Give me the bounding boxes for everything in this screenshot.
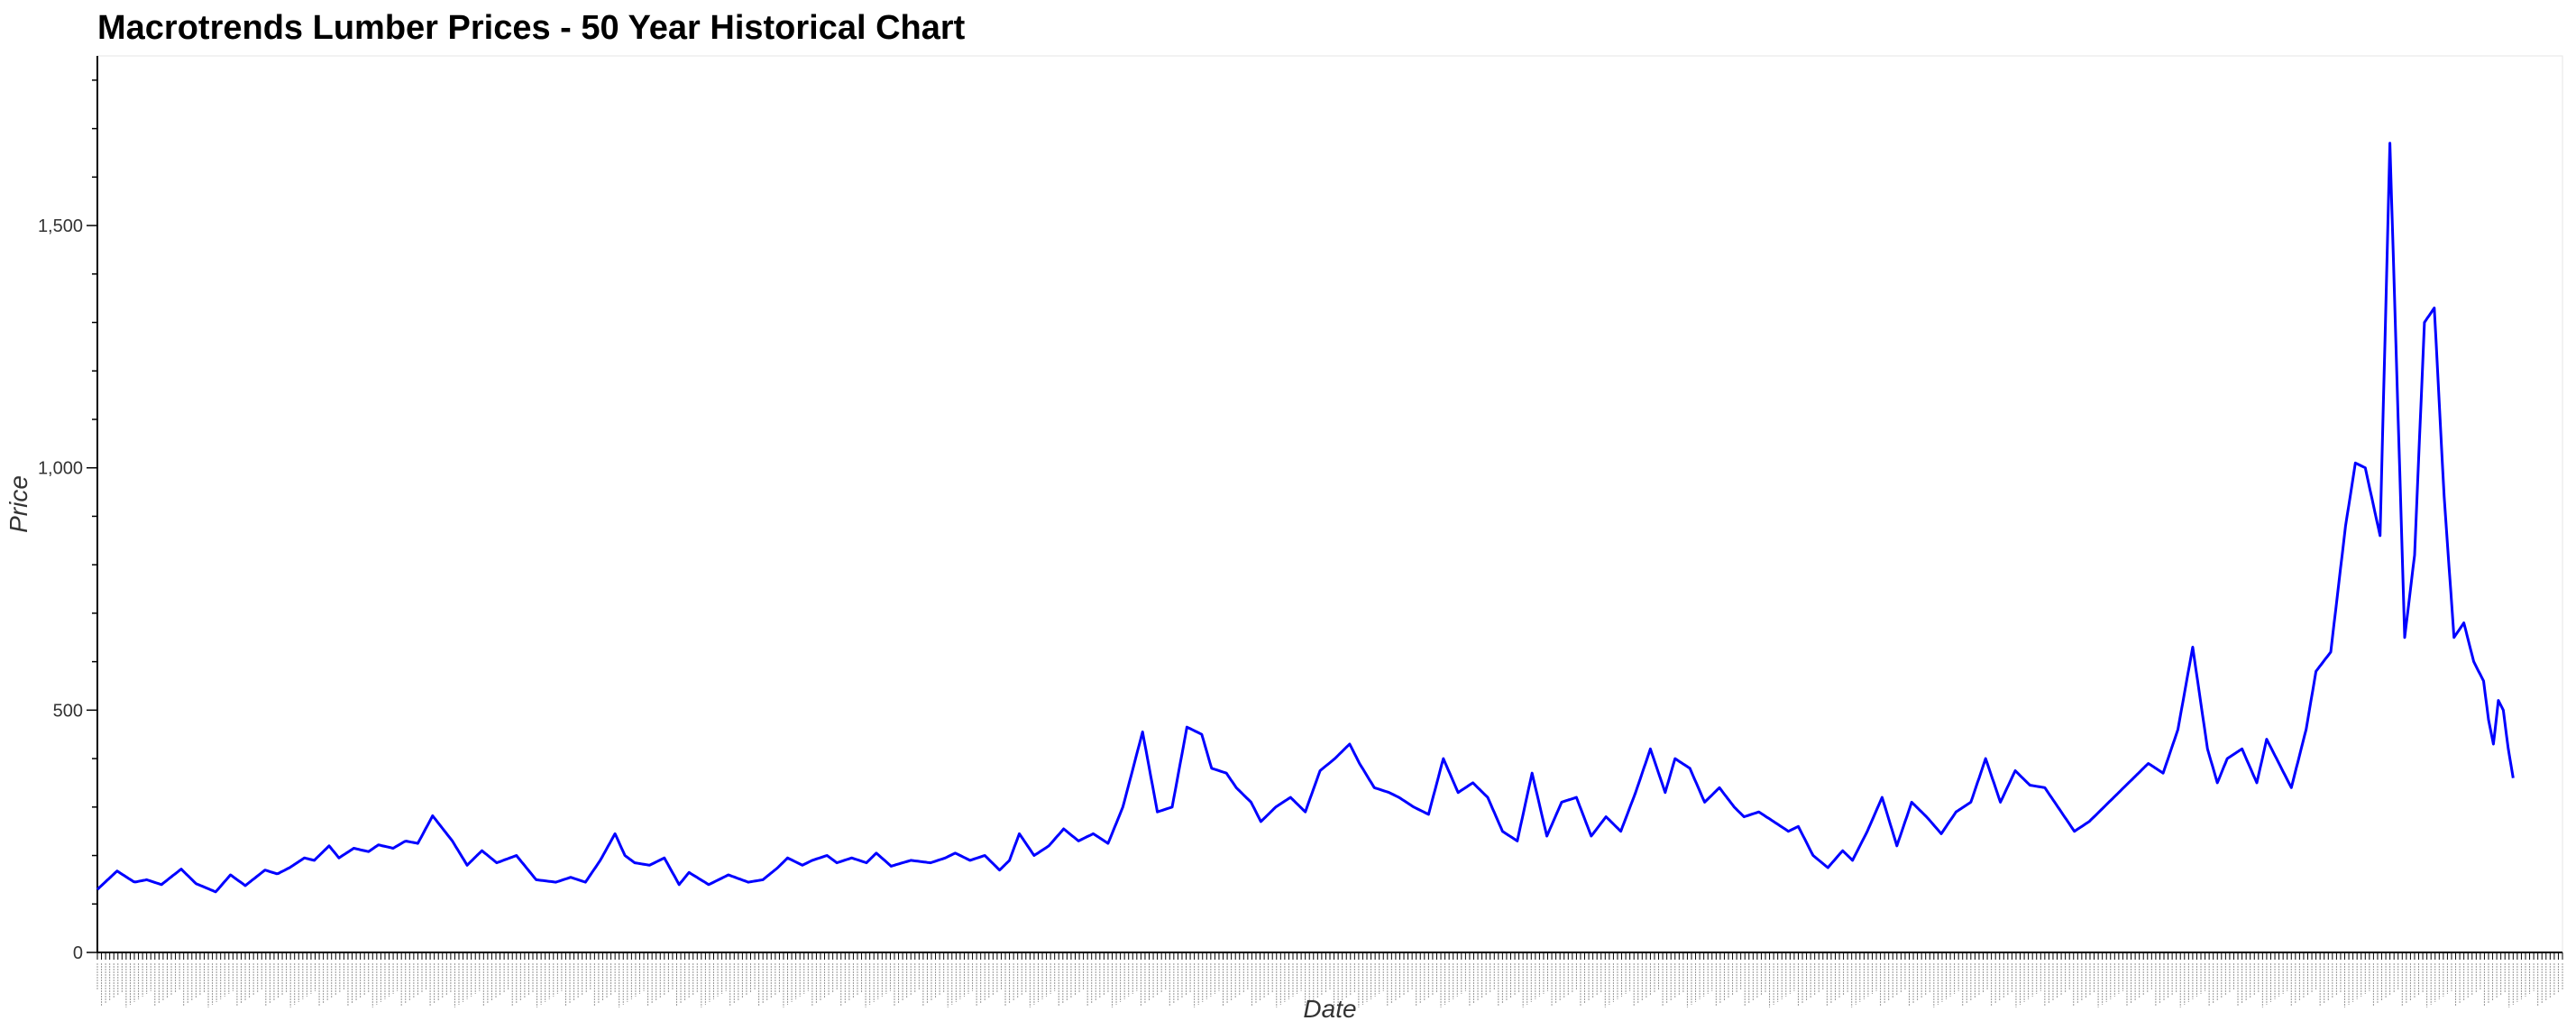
y-tick-label: 0 [73,943,83,963]
chart-title: Macrotrends Lumber Prices - 50 Year Hist… [97,9,966,47]
x-axis-label: Date [1303,995,1356,1023]
plot-frame [96,55,2563,953]
x-axis [96,952,2563,1007]
y-tick-label: 1,500 [38,216,83,236]
y-tick-label: 500 [53,701,83,721]
y-axis-label: Price [5,475,32,533]
series-line-price [96,142,2515,894]
y-axis: 0 500 1,000 1,500 [38,56,98,963]
y-tick-label: 1,000 [38,459,83,479]
